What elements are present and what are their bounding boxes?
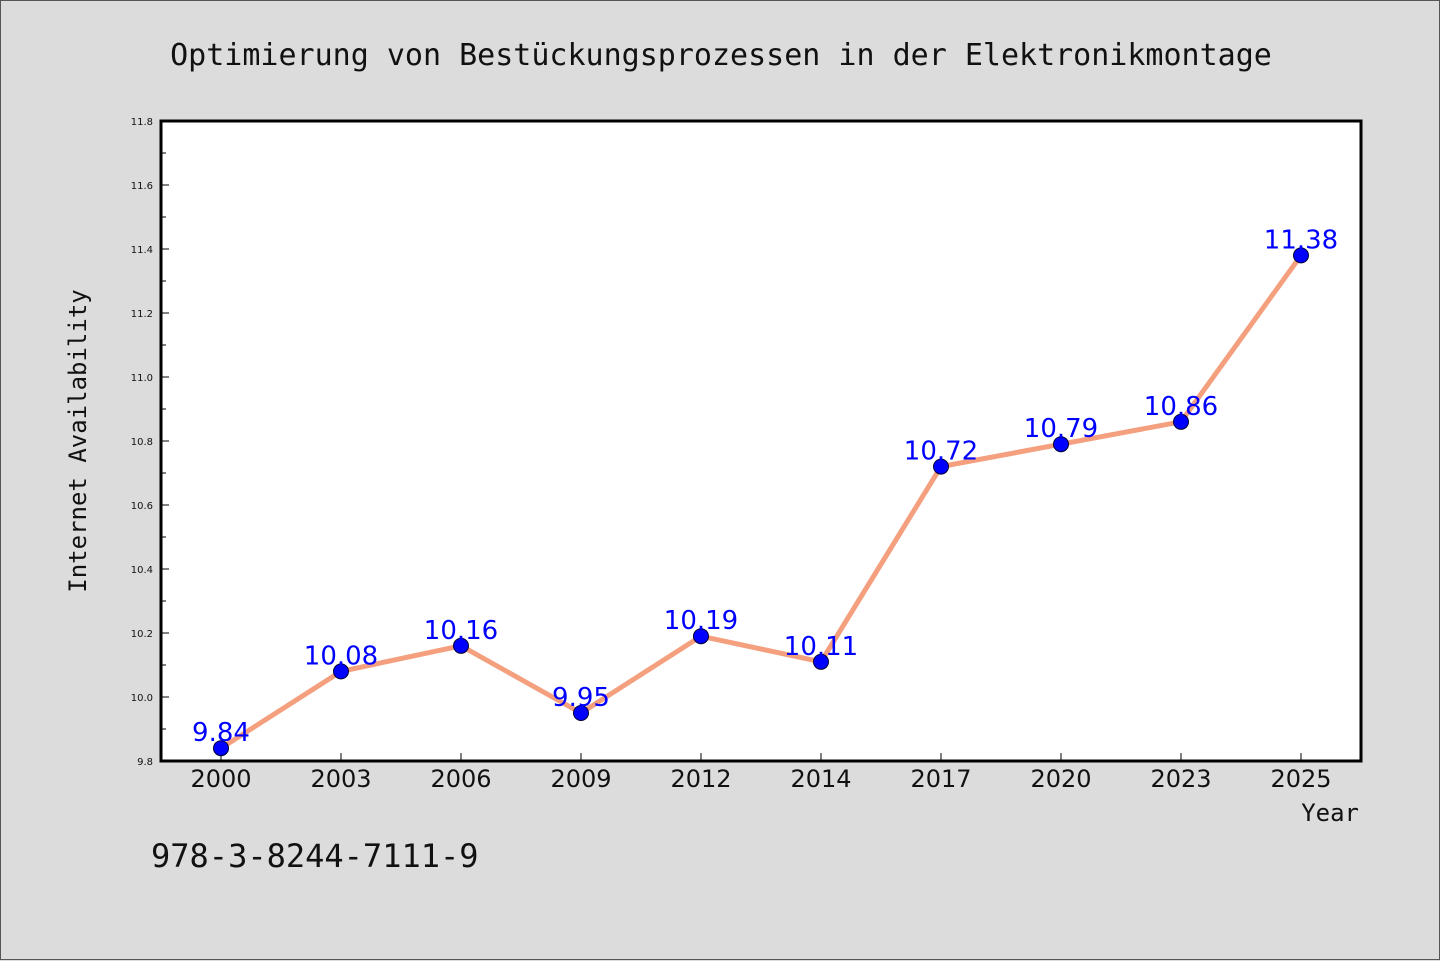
y-tick-label: 11.0 bbox=[131, 373, 153, 384]
y-tick-label: 10.0 bbox=[131, 693, 153, 704]
data-label: 9.95 bbox=[552, 683, 610, 713]
x-tick-label: 2014 bbox=[790, 765, 851, 793]
data-label: 10.08 bbox=[304, 641, 378, 671]
data-point bbox=[1053, 436, 1069, 453]
footer-isbn: 978-3-8244-7111-9 bbox=[151, 837, 479, 875]
y-tick-label: 10.6 bbox=[131, 501, 153, 512]
x-tick-label: 2009 bbox=[550, 765, 611, 793]
series-line-group bbox=[219, 253, 1304, 751]
data-point bbox=[933, 458, 949, 475]
x-tick-label: 2020 bbox=[1030, 765, 1091, 793]
y-tick-label: 11.2 bbox=[131, 309, 153, 320]
chart-title: Optimierung von Bestückungsprozessen in … bbox=[170, 38, 1272, 73]
y-tick-label: 11.6 bbox=[131, 181, 153, 192]
y-tick-label: 10.8 bbox=[131, 437, 153, 448]
data-label: 11.38 bbox=[1264, 225, 1338, 255]
data-label: 10.16 bbox=[424, 616, 498, 646]
y-tick-label: 9.8 bbox=[137, 757, 153, 768]
y-axis-label: Internet Availability bbox=[64, 289, 92, 592]
y-tick-label: 10.4 bbox=[131, 565, 153, 576]
data-label: 10.11 bbox=[784, 632, 858, 662]
data-label: 10.72 bbox=[904, 437, 978, 467]
plot-area bbox=[161, 121, 1361, 761]
data-label: 10.86 bbox=[1144, 392, 1218, 422]
series-line bbox=[219, 253, 1304, 751]
data-point bbox=[573, 705, 589, 721]
y-tick-label: 11.8 bbox=[131, 117, 153, 128]
x-axis-ticks: 2000 2003 2006 2009 2012 2014 2017 2020 2023 2025 bbox=[190, 753, 1332, 793]
data-point bbox=[213, 740, 229, 757]
data-label: 10.19 bbox=[664, 606, 738, 636]
data-labels-group: 9.84 10.08 10.16 9.95 10.19 10.11 10.72 10.79 10… bbox=[192, 225, 1338, 748]
x-tick-label: 2012 bbox=[670, 765, 731, 793]
data-point bbox=[1173, 413, 1189, 430]
x-tick-label: 2000 bbox=[190, 765, 251, 793]
data-point bbox=[1293, 247, 1309, 264]
y-tick-label: 10.2 bbox=[131, 629, 153, 640]
series-markers-group bbox=[213, 247, 1309, 757]
data-point bbox=[693, 628, 709, 645]
data-point bbox=[813, 653, 829, 670]
plot-border bbox=[159, 119, 1363, 763]
data-point bbox=[453, 637, 469, 654]
data-label: 9.84 bbox=[192, 718, 250, 748]
x-tick-label: 2017 bbox=[910, 765, 971, 793]
data-label: 10.79 bbox=[1024, 414, 1098, 444]
x-tick-label: 2025 bbox=[1270, 765, 1331, 793]
x-tick-label: 2023 bbox=[1150, 765, 1211, 793]
x-axis-label: Year bbox=[1301, 799, 1359, 827]
data-point bbox=[333, 663, 349, 680]
y-tick-label: 11.4 bbox=[131, 245, 153, 256]
x-tick-label: 2006 bbox=[430, 765, 491, 793]
x-tick-label: 2003 bbox=[310, 765, 371, 793]
